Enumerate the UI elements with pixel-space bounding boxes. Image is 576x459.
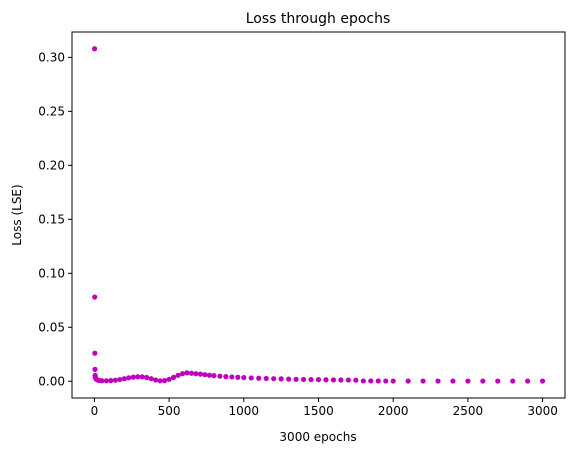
data-point xyxy=(420,378,426,384)
data-point xyxy=(99,378,105,384)
data-point xyxy=(390,378,396,384)
data-point xyxy=(435,378,441,384)
data-point xyxy=(495,378,501,384)
data-point xyxy=(345,377,351,383)
data-point xyxy=(256,375,262,381)
data-point xyxy=(139,374,145,380)
data-point xyxy=(144,374,150,381)
data-point xyxy=(263,375,269,382)
data-point xyxy=(235,374,241,380)
x-tick-label: 2500 xyxy=(453,404,484,418)
data-point xyxy=(465,378,471,384)
data-point xyxy=(315,377,322,383)
data-point xyxy=(211,373,217,379)
data-point xyxy=(184,370,190,376)
x-tick-label: 1500 xyxy=(303,404,334,418)
data-point xyxy=(241,374,247,381)
data-point xyxy=(202,372,208,378)
data-point xyxy=(92,366,98,372)
data-point xyxy=(330,377,337,383)
data-point xyxy=(135,374,141,380)
data-point xyxy=(323,377,329,383)
data-point xyxy=(510,378,516,384)
data-point xyxy=(375,378,381,384)
data-point xyxy=(278,376,284,382)
data-point xyxy=(108,378,114,384)
data-point xyxy=(539,378,546,384)
data-point xyxy=(121,376,127,382)
data-point xyxy=(450,378,456,384)
data-point xyxy=(166,376,172,382)
data-point xyxy=(360,378,366,384)
data-point xyxy=(480,378,486,384)
data-point xyxy=(170,374,177,380)
data-point xyxy=(91,46,98,52)
data-point xyxy=(217,373,223,379)
x-axis-label: 3000 epochs xyxy=(279,430,356,444)
data-point xyxy=(157,378,163,384)
x-tick-label: 2000 xyxy=(378,404,409,418)
x-axis: 0 500 1000 1500 2000 2500 3000 xyxy=(91,398,558,418)
data-points xyxy=(91,46,546,384)
data-point xyxy=(103,378,109,384)
data-point xyxy=(300,376,307,383)
data-point xyxy=(130,374,136,380)
data-point xyxy=(353,377,359,383)
data-point xyxy=(293,376,299,382)
data-point xyxy=(248,375,254,381)
data-point xyxy=(271,376,277,382)
chart-title: Loss through epochs xyxy=(246,11,391,27)
data-point xyxy=(206,372,213,378)
data-point xyxy=(126,375,132,381)
y-tick-label: 0.15 xyxy=(38,212,65,226)
x-tick-label: 1000 xyxy=(229,404,260,418)
data-point xyxy=(179,371,186,377)
data-point xyxy=(338,377,344,383)
data-point xyxy=(197,371,204,377)
y-tick-label: 0.30 xyxy=(38,50,65,64)
data-point xyxy=(405,378,411,384)
data-point xyxy=(153,377,159,383)
data-point xyxy=(383,378,389,384)
data-point xyxy=(223,374,229,380)
x-tick-label: 0 xyxy=(91,404,99,418)
data-point xyxy=(193,371,199,377)
data-point xyxy=(117,376,123,383)
plot-frame xyxy=(71,31,566,399)
y-tick-label: 0.10 xyxy=(38,266,65,280)
data-point xyxy=(162,378,168,384)
data-point xyxy=(175,372,181,378)
data-point xyxy=(525,378,531,384)
y-tick-label: 0.20 xyxy=(38,158,65,172)
y-tick-label: 0.00 xyxy=(38,374,65,388)
y-tick-label: 0.25 xyxy=(38,104,65,118)
data-point xyxy=(368,378,374,384)
y-axis: 0.00 0.05 0.10 0.15 0.20 0.25 0.30 xyxy=(38,50,72,388)
data-point xyxy=(148,376,154,382)
y-tick-label: 0.05 xyxy=(38,320,65,334)
data-point xyxy=(188,370,195,376)
data-point xyxy=(112,377,118,383)
data-point xyxy=(229,374,235,380)
data-point xyxy=(92,350,98,356)
y-axis-label: Loss (LSE) xyxy=(10,184,24,245)
data-point xyxy=(92,294,98,300)
x-tick-label: 3000 xyxy=(527,404,558,418)
x-tick-label: 500 xyxy=(158,404,181,418)
data-point xyxy=(308,376,314,383)
data-point xyxy=(286,376,292,382)
